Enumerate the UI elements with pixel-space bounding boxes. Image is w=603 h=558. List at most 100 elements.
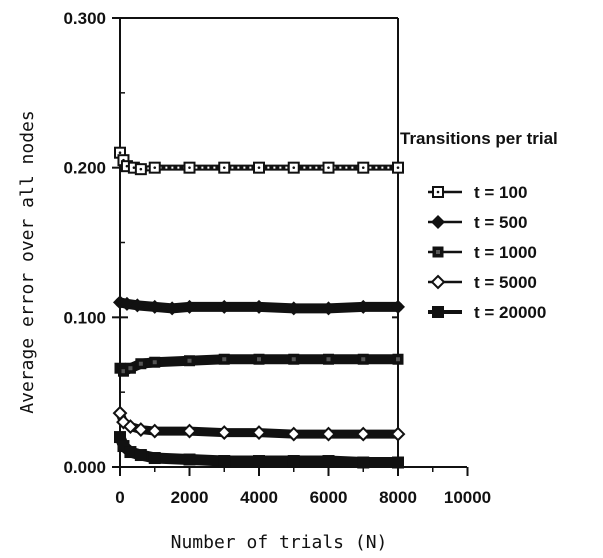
- marker-shape: [355, 426, 371, 442]
- marker-shape: [286, 426, 302, 442]
- marker-shape: [321, 301, 336, 316]
- series-5: [114, 431, 404, 469]
- marker-dot: [222, 166, 226, 169]
- data-point: [216, 425, 232, 440]
- legend-item-3: t = 1000: [428, 243, 537, 262]
- data-point: [135, 358, 147, 370]
- data-point: [321, 426, 336, 442]
- data-point: [133, 422, 149, 437]
- marker-dot: [125, 164, 129, 168]
- marker-shape: [251, 425, 267, 440]
- marker-shape: [356, 299, 371, 314]
- legend-label: t = 500: [474, 213, 527, 232]
- data-point: [182, 423, 197, 439]
- data-point: [184, 355, 195, 367]
- marker-dot: [292, 166, 296, 169]
- series-3: [114, 353, 404, 377]
- legend-marker: [431, 215, 445, 229]
- marker-dot: [327, 166, 330, 169]
- legend-label: t = 20000: [474, 303, 546, 322]
- marker-inner: [396, 357, 400, 362]
- x-tick-label: 8000: [379, 488, 417, 507]
- legend-item-4: t = 5000: [428, 273, 537, 292]
- data-point: [323, 353, 334, 365]
- marker-shape: [431, 215, 445, 229]
- y-tick-label: 0.200: [63, 159, 106, 178]
- x-axis-title: Number of trials (N): [171, 532, 388, 553]
- y-tick-label: 0.100: [63, 308, 106, 327]
- marker-inner: [291, 357, 296, 362]
- legend-label: t = 100: [474, 183, 527, 202]
- marker-shape: [430, 274, 446, 290]
- marker-shape: [183, 453, 196, 466]
- data-point: [286, 301, 301, 316]
- legend-label: t = 1000: [474, 243, 537, 262]
- marker-shape: [147, 299, 162, 314]
- data-point: [392, 161, 404, 174]
- x-tick-label: 0: [115, 488, 124, 507]
- data-point: [182, 299, 197, 314]
- marker-dot: [436, 190, 440, 194]
- data-point: [183, 161, 196, 174]
- x-tick-label: 6000: [310, 488, 348, 507]
- data-point: [321, 301, 336, 316]
- marker-dot: [132, 166, 136, 169]
- marker-shape: [133, 422, 149, 437]
- x-tick-label: 4000: [240, 488, 278, 507]
- data-point: [119, 296, 134, 311]
- legend-item-2: t = 500: [428, 213, 527, 232]
- marker-inner: [187, 358, 192, 363]
- marker-inner: [361, 357, 366, 362]
- marker-shape: [432, 306, 444, 318]
- marker-shape: [130, 298, 145, 313]
- legend-marker: [430, 274, 446, 290]
- legend-title: Transitions per trial: [400, 129, 558, 148]
- marker-inner: [326, 357, 331, 362]
- data-point: [392, 456, 404, 469]
- data-point: [147, 299, 162, 314]
- data-point: [355, 426, 371, 442]
- marker-shape: [217, 299, 232, 314]
- marker-shape: [321, 426, 336, 442]
- data-point: [357, 161, 370, 174]
- data-point: [287, 455, 300, 468]
- marker-shape: [391, 299, 405, 314]
- data-point: [124, 446, 137, 459]
- marker-shape: [116, 414, 131, 430]
- data-point: [134, 163, 147, 176]
- marker-dot: [139, 167, 143, 171]
- data-point: [130, 298, 145, 313]
- marker-shape: [252, 299, 266, 314]
- data-point: [288, 353, 300, 365]
- marker-shape: [287, 455, 300, 468]
- data-point: [183, 453, 196, 466]
- marker-shape: [165, 301, 180, 316]
- series-layer: [112, 146, 406, 469]
- series-2: [113, 295, 405, 316]
- legend-label: t = 5000: [474, 273, 537, 292]
- data-point: [287, 161, 300, 174]
- legend-item-5: t = 20000: [428, 303, 546, 322]
- marker-inner: [138, 361, 143, 366]
- y-axis-title: Average error over all nodes: [17, 110, 38, 413]
- y-tick-label: 0.000: [63, 458, 106, 477]
- marker-shape: [392, 456, 404, 469]
- series-4: [112, 405, 406, 442]
- marker-shape: [390, 426, 406, 442]
- y-tick-label: 0.300: [63, 9, 106, 28]
- data-point: [148, 452, 161, 465]
- marker-dot: [118, 151, 122, 154]
- marker-shape: [124, 446, 137, 459]
- marker-dot: [188, 166, 191, 169]
- marker-shape: [322, 455, 335, 468]
- legend-marker: [432, 186, 444, 198]
- data-point: [218, 353, 230, 365]
- data-point: [253, 161, 265, 174]
- data-point: [251, 425, 267, 440]
- marker-inner: [152, 360, 157, 365]
- marker-shape: [253, 455, 265, 468]
- data-point: [124, 362, 136, 374]
- data-point: [357, 353, 369, 365]
- x-tick-label: 2000: [171, 488, 209, 507]
- marker-shape: [216, 425, 232, 440]
